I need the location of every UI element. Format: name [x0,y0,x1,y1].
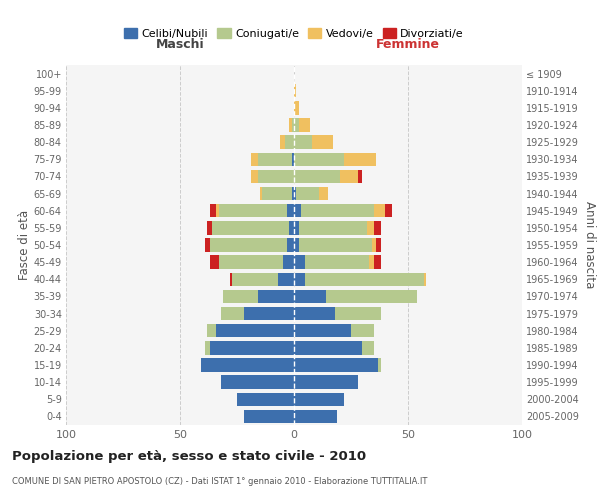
Bar [374,204,385,218]
Bar [217,204,219,218]
Bar [294,187,296,200]
Bar [262,187,292,200]
Legend: Celibi/Nubili, Coniugati/e, Vedovi/e, Divorziati/e: Celibi/Nubili, Coniugati/e, Vedovi/e, Di… [119,24,469,44]
Bar [358,170,362,183]
Bar [221,307,244,320]
Bar [294,136,312,149]
Bar [305,256,369,269]
Bar [219,256,283,269]
Bar [294,221,299,234]
Bar [294,118,299,132]
Bar [260,187,262,200]
Bar [208,221,212,234]
Bar [312,136,333,149]
Bar [344,152,376,166]
Bar [257,290,294,303]
Bar [212,221,289,234]
Y-axis label: Fasce di età: Fasce di età [17,210,31,280]
Bar [294,152,344,166]
Bar [200,358,294,372]
Bar [289,118,292,132]
Bar [292,152,294,166]
Bar [385,204,392,218]
Bar [230,272,232,286]
Bar [294,84,296,98]
Bar [299,118,310,132]
Bar [369,256,374,269]
Bar [294,392,344,406]
Bar [374,221,380,234]
Bar [217,324,294,338]
Bar [219,204,287,218]
Bar [257,170,294,183]
Bar [299,221,367,234]
Bar [367,221,374,234]
Bar [283,256,294,269]
Bar [319,187,328,200]
Bar [362,341,374,354]
Bar [374,256,380,269]
Bar [209,204,217,218]
Bar [205,341,209,354]
Bar [294,307,335,320]
Bar [296,187,319,200]
Bar [278,272,294,286]
Bar [251,152,257,166]
Bar [294,358,379,372]
Bar [237,392,294,406]
Bar [294,272,305,286]
Bar [257,152,292,166]
Bar [294,410,337,423]
Bar [305,272,424,286]
Bar [209,256,219,269]
Text: COMUNE DI SAN PIETRO APOSTOLO (CZ) - Dati ISTAT 1° gennaio 2010 - Elaborazione T: COMUNE DI SAN PIETRO APOSTOLO (CZ) - Dat… [12,478,427,486]
Bar [292,187,294,200]
Bar [251,170,257,183]
Bar [376,238,380,252]
Bar [280,136,285,149]
Bar [223,290,257,303]
Bar [221,376,294,389]
Bar [294,324,351,338]
Bar [287,204,294,218]
Bar [208,324,217,338]
Bar [299,238,371,252]
Bar [301,204,374,218]
Bar [232,272,278,286]
Y-axis label: Anni di nascita: Anni di nascita [583,202,596,288]
Bar [379,358,380,372]
Bar [294,341,362,354]
Bar [294,204,301,218]
Bar [326,290,417,303]
Bar [294,376,358,389]
Bar [294,238,299,252]
Bar [244,307,294,320]
Text: Popolazione per età, sesso e stato civile - 2010: Popolazione per età, sesso e stato civil… [12,450,366,463]
Text: Femmine: Femmine [376,38,440,52]
Bar [292,118,294,132]
Bar [371,238,376,252]
Text: Maschi: Maschi [155,38,205,52]
Bar [244,410,294,423]
Bar [294,256,305,269]
Bar [209,238,287,252]
Bar [335,307,380,320]
Bar [289,221,294,234]
Bar [287,238,294,252]
Bar [205,238,209,252]
Bar [424,272,426,286]
Bar [340,170,358,183]
Bar [294,101,299,114]
Bar [294,290,326,303]
Bar [285,136,294,149]
Bar [294,170,340,183]
Bar [209,341,294,354]
Bar [351,324,374,338]
